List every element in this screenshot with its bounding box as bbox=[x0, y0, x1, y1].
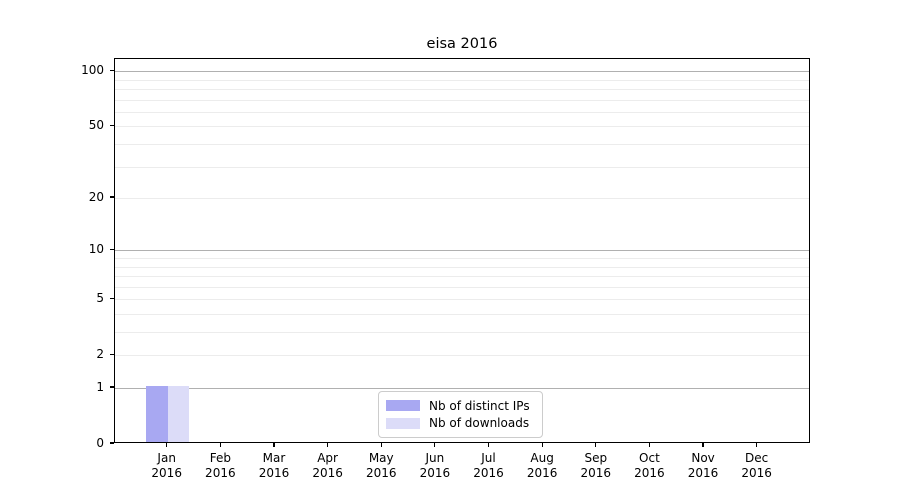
x-tick-label-apr: Apr 2016 bbox=[312, 451, 343, 480]
gridline-minor-40 bbox=[115, 144, 809, 146]
y-tick-label-0: 0 bbox=[96, 436, 104, 450]
x-tick-mark-feb bbox=[219, 443, 221, 447]
gridline-minor-90 bbox=[115, 79, 809, 81]
gridline-minor-70 bbox=[115, 99, 809, 101]
x-tick-label-aug: Aug 2016 bbox=[526, 451, 558, 480]
gridline-major-100 bbox=[115, 71, 809, 73]
x-tick-mark-mar bbox=[273, 443, 275, 447]
chart-title: eisa 2016 bbox=[426, 36, 498, 52]
y-tick-mark-100 bbox=[110, 69, 114, 71]
gridline-minor-2 bbox=[115, 355, 809, 357]
gridline-major-10 bbox=[115, 250, 809, 252]
bar-nb-of-distinct-ips-jan bbox=[145, 386, 168, 442]
x-tick-mark-nov bbox=[702, 443, 704, 447]
x-tick-label-dec: Dec 2016 bbox=[741, 451, 772, 480]
legend-label-distinct-ips: Nb of distinct IPs bbox=[429, 398, 530, 413]
x-tick-mark-sep bbox=[595, 443, 597, 447]
legend-swatch-distinct-ips bbox=[386, 400, 420, 412]
y-tick-mark-50 bbox=[110, 124, 114, 126]
legend-item-downloads: Nb of downloads bbox=[386, 416, 535, 430]
x-tick-label-jan: Jan 2016 bbox=[151, 451, 182, 480]
y-tick-label-10: 10 bbox=[88, 242, 104, 257]
x-tick-label-sep: Sep 2016 bbox=[580, 451, 612, 480]
y-tick-label-100: 100 bbox=[81, 63, 104, 78]
y-tick-mark-10 bbox=[110, 248, 114, 250]
gridline-minor-5 bbox=[115, 299, 809, 301]
x-tick-label-nov: Nov 2016 bbox=[687, 451, 719, 480]
gridline-minor-50 bbox=[115, 126, 809, 128]
gridline-minor-30 bbox=[115, 166, 809, 168]
y-tick-label-20: 20 bbox=[88, 190, 104, 205]
gridline-minor-7 bbox=[115, 276, 809, 278]
gridline-minor-4 bbox=[115, 313, 809, 315]
x-tick-label-jun: Jun 2016 bbox=[419, 451, 451, 480]
y-tick-mark-2 bbox=[110, 353, 114, 355]
gridline-minor-8 bbox=[115, 266, 809, 268]
legend-label-downloads: Nb of downloads bbox=[429, 416, 530, 431]
y-tick-label-50: 50 bbox=[88, 118, 104, 133]
gridline-minor-60 bbox=[115, 111, 809, 113]
gridline-minor-9 bbox=[115, 258, 809, 259]
x-tick-mark-dec bbox=[756, 443, 758, 447]
x-tick-mark-jun bbox=[434, 443, 436, 447]
y-tick-mark-5 bbox=[110, 297, 114, 299]
y-tick-label-2: 2 bbox=[96, 347, 104, 362]
x-tick-label-feb: Feb 2016 bbox=[205, 451, 236, 480]
bar-nb-of-downloads-jan bbox=[167, 386, 190, 442]
x-tick-label-oct: Oct 2016 bbox=[634, 451, 665, 480]
gridline-major-1 bbox=[115, 388, 809, 389]
x-tick-mark-may bbox=[380, 443, 382, 447]
x-tick-label-jul: Jul 2016 bbox=[473, 451, 504, 480]
x-tick-mark-jul bbox=[487, 443, 490, 447]
gridline-minor-20 bbox=[115, 198, 809, 200]
x-tick-label-mar: Mar 2016 bbox=[258, 451, 290, 480]
x-tick-mark-oct bbox=[648, 443, 650, 447]
legend-item-distinct-ips: Nb of distinct IPs bbox=[386, 399, 535, 413]
legend: Nb of distinct IPs Nb of downloads bbox=[378, 391, 543, 438]
y-tick-label-1: 1 bbox=[96, 380, 104, 394]
y-tick-mark-1 bbox=[110, 386, 114, 388]
x-tick-mark-jan bbox=[166, 443, 168, 447]
plot-area bbox=[114, 58, 810, 443]
gridline-minor-3 bbox=[115, 332, 809, 334]
legend-swatch-downloads bbox=[386, 417, 420, 429]
x-tick-mark-aug bbox=[541, 443, 543, 447]
gridline-minor-6 bbox=[115, 286, 809, 288]
y-tick-label-5: 5 bbox=[96, 291, 104, 306]
x-tick-mark-apr bbox=[327, 443, 329, 447]
x-tick-label-may: May 2016 bbox=[365, 451, 397, 480]
gridline-minor-80 bbox=[115, 89, 809, 91]
y-tick-mark-20 bbox=[110, 196, 114, 198]
y-tick-mark-0 bbox=[110, 442, 114, 444]
